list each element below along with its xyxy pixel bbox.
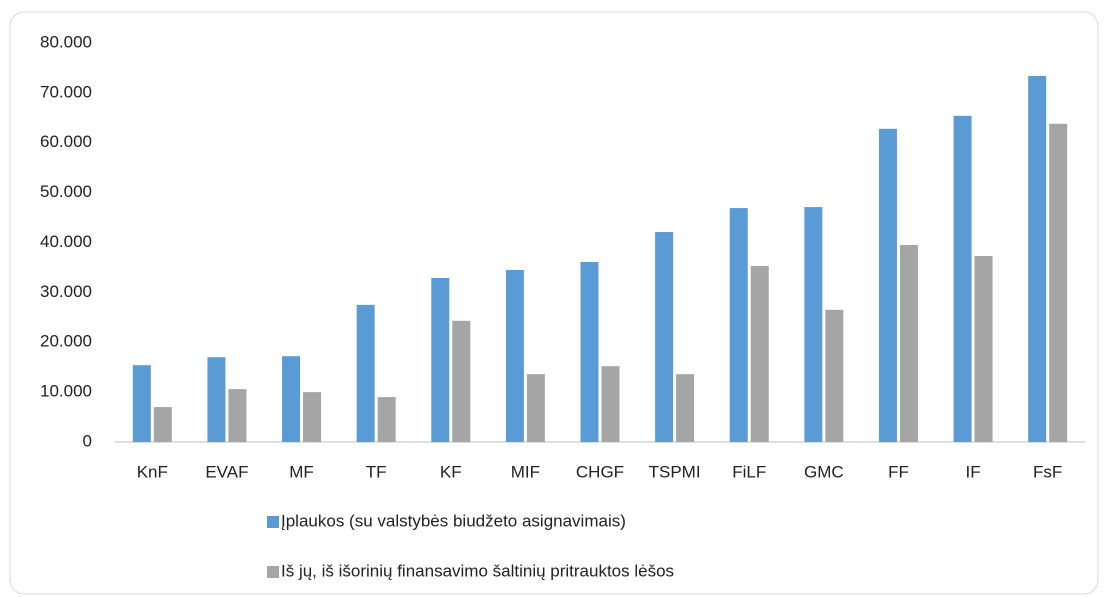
bar bbox=[1049, 123, 1068, 443]
bar bbox=[282, 356, 301, 442]
x-tick-label: MIF bbox=[511, 462, 540, 481]
bar bbox=[804, 207, 823, 442]
bar bbox=[303, 392, 322, 442]
chart-frame bbox=[9, 11, 1099, 595]
bar bbox=[825, 309, 844, 442]
bar bbox=[729, 208, 748, 442]
y-tick-label: 50.000 bbox=[40, 182, 92, 201]
x-tick-label: IF bbox=[966, 462, 981, 481]
bar bbox=[1028, 75, 1047, 442]
x-tick-label: CHGF bbox=[576, 462, 624, 481]
y-tick-label: 40.000 bbox=[40, 232, 92, 251]
bar bbox=[377, 397, 396, 442]
bar bbox=[750, 265, 769, 442]
x-tick-label: GMC bbox=[804, 462, 844, 481]
legend-label: Iš jų, iš išorinių finansavimo šaltinių … bbox=[281, 561, 674, 580]
y-tick-label: 80.000 bbox=[40, 32, 92, 51]
bar bbox=[505, 269, 524, 442]
bar bbox=[452, 320, 471, 442]
y-tick-label: 20.000 bbox=[40, 332, 92, 351]
bar bbox=[899, 244, 918, 442]
bar bbox=[601, 366, 620, 442]
bar bbox=[228, 389, 247, 442]
y-tick-label: 10.000 bbox=[40, 382, 92, 401]
x-tick-label: TF bbox=[366, 462, 387, 481]
bar bbox=[153, 407, 172, 442]
bar bbox=[580, 261, 599, 442]
bar bbox=[132, 365, 151, 442]
y-tick-label: 70.000 bbox=[40, 82, 92, 101]
legend-label: Įplaukos (su valstybės biudžeto asignavi… bbox=[281, 511, 626, 530]
x-tick-label: FF bbox=[888, 462, 909, 481]
bar bbox=[431, 277, 450, 442]
x-tick-label: KnF bbox=[137, 462, 168, 481]
x-tick-label: FsF bbox=[1033, 462, 1062, 481]
legend-swatch bbox=[267, 516, 279, 528]
bar bbox=[974, 255, 993, 442]
bar bbox=[953, 115, 972, 442]
x-tick-label: MF bbox=[289, 462, 314, 481]
bar bbox=[356, 304, 375, 442]
x-tick-label: KF bbox=[440, 462, 462, 481]
y-tick-label: 60.000 bbox=[40, 132, 92, 151]
bar bbox=[676, 374, 695, 442]
bar bbox=[655, 232, 674, 442]
x-tick-label: TSPMI bbox=[649, 462, 701, 481]
legend-swatch bbox=[267, 566, 279, 578]
x-tick-label: EVAF bbox=[205, 462, 248, 481]
y-tick-label: 30.000 bbox=[40, 282, 92, 301]
y-tick-label: 0 bbox=[83, 431, 92, 450]
bar bbox=[878, 128, 897, 442]
bar bbox=[207, 357, 226, 442]
bar bbox=[526, 374, 545, 442]
x-tick-label: FiLF bbox=[732, 462, 766, 481]
